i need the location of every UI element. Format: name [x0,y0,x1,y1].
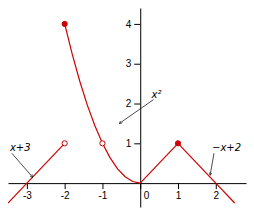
y-tick: 1 [126,138,141,149]
x-tick: 0 [141,183,150,201]
x-tick-label: 1 [176,190,182,201]
y-tick: 4 [126,19,141,30]
y-tick-label: 4 [126,19,132,30]
x-tick-label: -1 [98,190,107,201]
x-tick-mark [27,183,28,189]
y-tick-mark [134,104,140,105]
closed-dot [175,141,180,146]
x-tick-mark [102,183,103,189]
line-segment [178,143,216,183]
annotation-arrow [12,153,33,177]
line-segment [216,183,235,203]
line-segment [27,143,65,183]
x-tick: -1 [98,183,107,201]
y-tick-mark [134,64,140,65]
line-segment [8,183,27,203]
y-tick-label: 3 [126,58,132,69]
y-tick-mark [134,143,140,144]
y-tick-label: 2 [126,98,132,109]
x-tick-label: -2 [61,190,70,201]
y-tick: 2 [126,98,141,109]
open-dot [100,141,105,146]
x-tick-label: 2 [213,190,219,201]
y-tick-label: 1 [126,138,132,149]
annotation: −x+2 [212,142,241,153]
open-dot [62,141,67,146]
annotation-arrow [119,100,153,124]
annotations: x² x+3 −x+2 [9,89,241,178]
plot-area [8,21,235,203]
line-segment [65,24,141,183]
x-tick-label: 0 [144,190,150,201]
x-tick: -2 [61,183,70,201]
y-tick: 3 [126,58,141,69]
annotation: x+3 [9,142,31,153]
annotation-arrow [210,153,214,175]
closed-dot [62,21,67,26]
y-axis: 1 2 3 4 [126,9,141,208]
y-tick-mark [134,24,140,25]
x-tick: 1 [176,183,182,201]
x-tick-label: -3 [23,190,32,201]
line-segment [140,143,178,183]
x-axis: -3 -2 -1 0 1 2 [9,183,247,201]
chart: -3 -2 -1 0 1 2 1 2 3 4 x² x+3 −x+2 [0,0,254,215]
x-tick-mark [178,183,179,189]
x-tick-mark [65,183,66,189]
x-axis-line [9,183,247,184]
annotation: x² [151,89,162,100]
